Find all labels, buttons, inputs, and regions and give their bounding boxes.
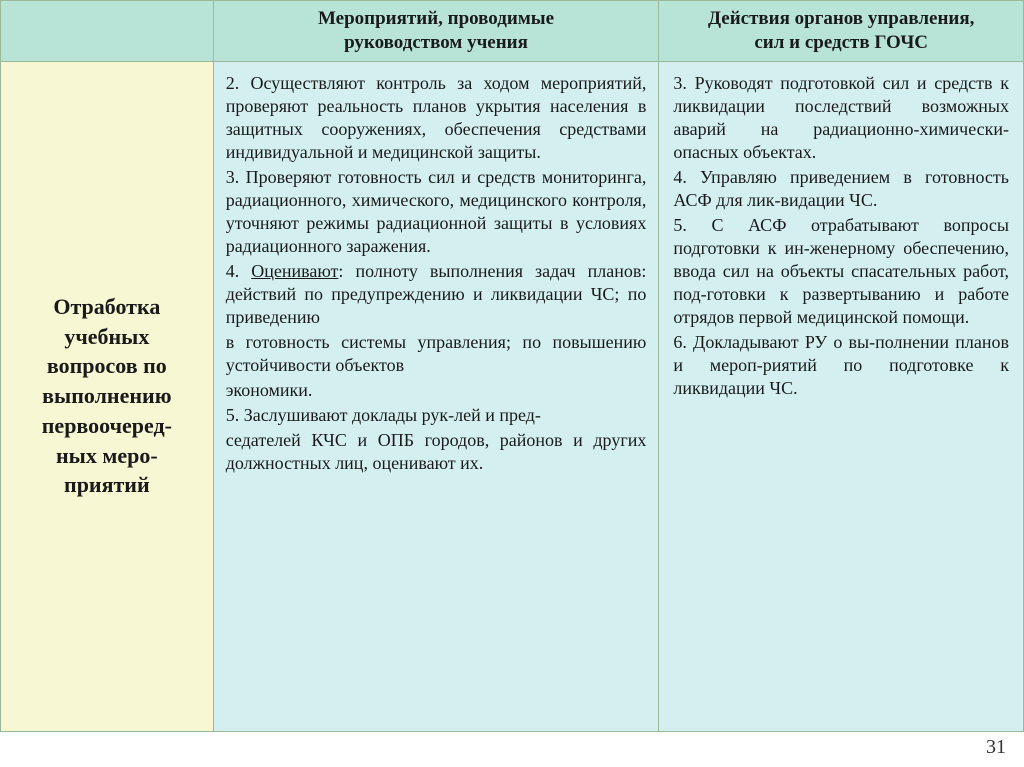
mid-p4: в готовность системы управления; по повы…	[226, 331, 647, 377]
right-p4: 6. Докладывают РУ о вы-полнении планов и…	[673, 331, 1009, 400]
row-label-l5: первоочеред-	[42, 413, 172, 438]
mid-p3u: Оценивают	[251, 261, 338, 281]
row-label-cell: Отработка учебных вопросов по выполнению…	[1, 61, 214, 731]
row-label-l3: вопросов по	[47, 353, 167, 378]
header-row: Мероприятий, проводимые руководством уче…	[1, 1, 1024, 62]
header-col-2: Мероприятий, проводимые руководством уче…	[213, 1, 659, 62]
mid-p6: 5. Заслушивают доклады рук-лей и пред-	[226, 404, 647, 427]
mid-p5: экономики.	[226, 379, 647, 402]
right-p3: 5. С АСФ отрабатывают вопросы подготовки…	[673, 214, 1009, 329]
right-p1: 3. Руководят подготовкой сил и средств к…	[673, 72, 1009, 164]
row-label-l2: учебных	[64, 324, 149, 349]
header-col-3: Действия органов управления, сил и средс…	[659, 1, 1024, 62]
content-middle-cell: 2. Осуществляют контроль за ходом меропр…	[213, 61, 659, 731]
header-col-3-line2: сил и средств ГОЧС	[754, 32, 928, 53]
mid-p7: седателей КЧС и ОПБ городов, районов и д…	[226, 429, 647, 475]
row-label-l4: выполнению	[42, 383, 171, 408]
row-label-l6: ных меро-	[56, 443, 158, 468]
main-table: Мероприятий, проводимые руководством уче…	[0, 0, 1024, 732]
mid-p3: 4. Оценивают: полноту выполнения задач п…	[226, 260, 647, 329]
header-col-2-line1: Мероприятий, проводимые	[318, 8, 554, 29]
row-label-l1: Отработка	[53, 294, 160, 319]
mid-p2: 3. Проверяют готовность сил и средств мо…	[226, 166, 647, 258]
row-label-l7: приятий	[64, 472, 150, 497]
mid-p1: 2. Осуществляют контроль за ходом меропр…	[226, 72, 647, 164]
header-col-3-line1: Действия органов управления,	[708, 8, 974, 29]
mid-p3a: 4.	[226, 261, 252, 281]
header-col-2-line2: руководством учения	[344, 32, 528, 53]
content-right-cell: 3. Руководят подготовкой сил и средств к…	[659, 61, 1024, 731]
header-empty	[1, 1, 214, 62]
page-number: 31	[986, 736, 1006, 759]
right-p2: 4. Управляю приведением в готовность АСФ…	[673, 166, 1009, 212]
content-row: Отработка учебных вопросов по выполнению…	[1, 61, 1024, 731]
